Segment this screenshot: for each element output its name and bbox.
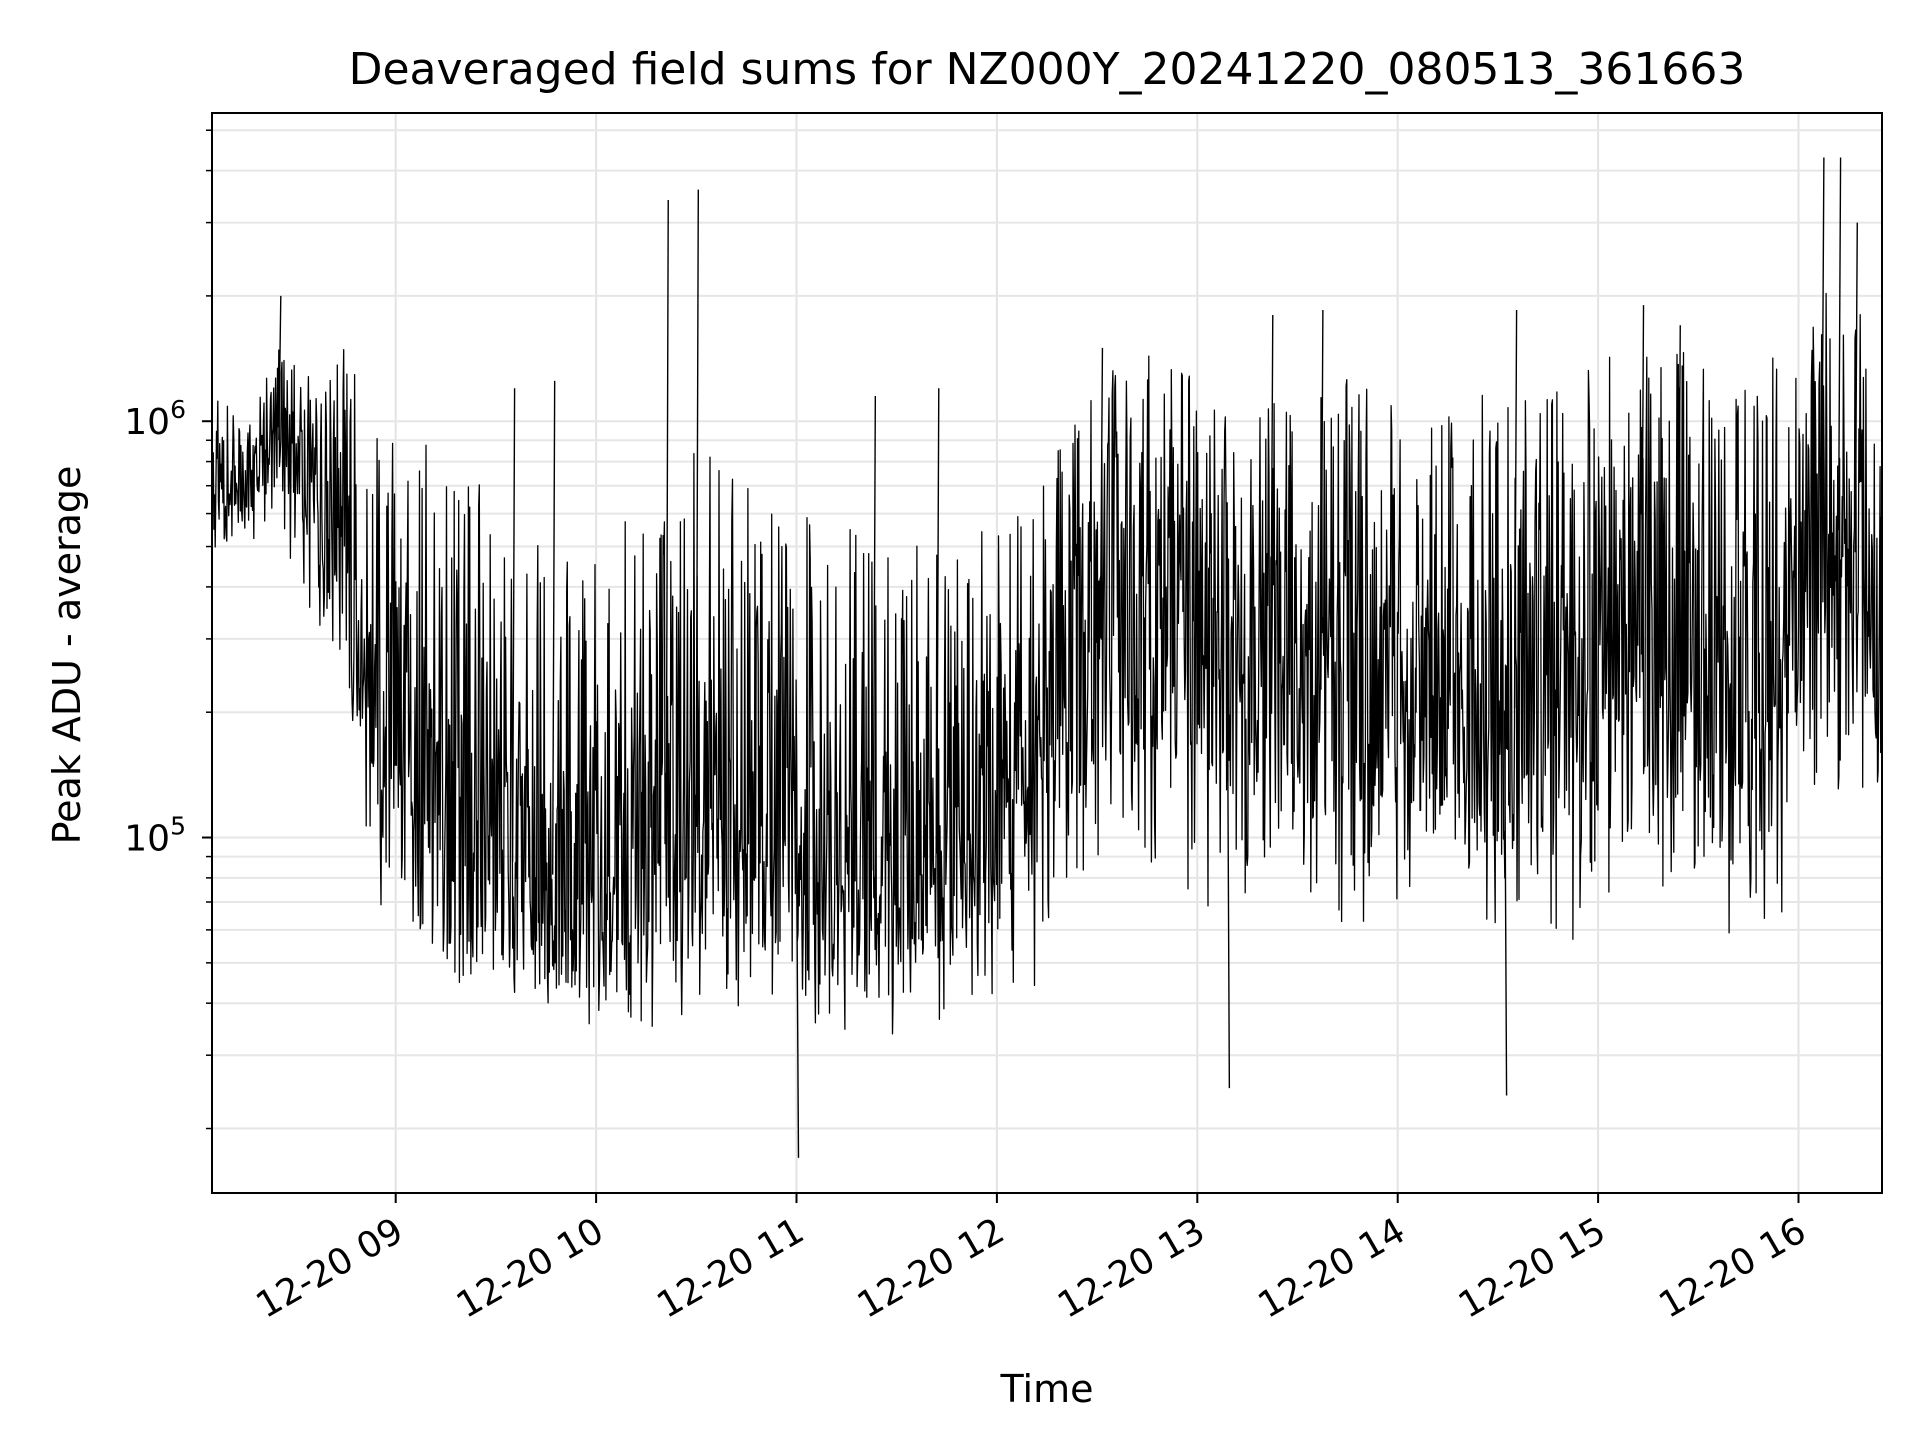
series-spike	[1320, 309, 1324, 690]
series-spike	[1677, 325, 1681, 666]
y-tick-label: 106	[124, 395, 186, 443]
y-tick-label: 105	[124, 812, 186, 860]
series-spike	[1503, 710, 1508, 1096]
series-spike	[511, 388, 516, 862]
series-spike	[665, 199, 669, 833]
series-spike	[695, 189, 699, 805]
series-spike	[872, 395, 877, 871]
y-axis-label: Peak ADU - average	[45, 466, 89, 845]
x-axis-label: Time	[1000, 1367, 1094, 1411]
chart-title: Deaveraged field sums for NZ000Y_2024122…	[349, 44, 1746, 95]
plot-frame	[211, 112, 1883, 1194]
series-spike	[1640, 305, 1645, 655]
series-spike	[1270, 314, 1274, 681]
series-spike	[551, 380, 556, 875]
series-spike	[1837, 157, 1842, 531]
series-line	[211, 292, 1883, 1035]
series-spike	[1854, 222, 1858, 553]
series-spike	[1821, 157, 1825, 508]
series-spike	[1226, 669, 1231, 1089]
series-spike	[278, 295, 282, 441]
series-spike	[936, 388, 940, 854]
data-series	[211, 157, 1883, 1158]
series-spike	[795, 838, 800, 1158]
series-spike	[1099, 347, 1104, 639]
series-spike	[1513, 309, 1518, 708]
